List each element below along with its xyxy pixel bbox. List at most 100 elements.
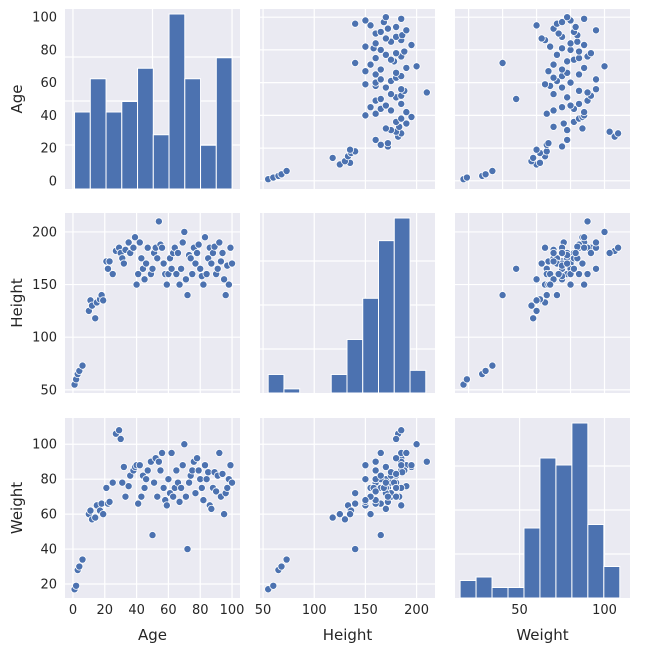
scatter-point (140, 275, 149, 284)
scatter-point (137, 254, 146, 263)
scatter-point (119, 462, 128, 471)
scatter-point (580, 280, 589, 289)
scatter-point (402, 26, 411, 35)
scatter-point (188, 270, 197, 279)
scatter-point (153, 254, 162, 263)
scatter-point (549, 257, 558, 266)
scatter-point (580, 63, 589, 72)
scatter-point (371, 70, 380, 79)
scatter-point (181, 275, 190, 284)
scatter-point (91, 314, 100, 323)
scatter-point (541, 80, 550, 89)
scatter-point (199, 280, 208, 289)
hist-bar-height (378, 240, 395, 394)
scatter-point (575, 54, 584, 63)
scatter-point (532, 275, 541, 284)
scatter-point (407, 113, 416, 122)
scatter-point (228, 259, 237, 268)
scatter-point (351, 545, 360, 554)
scatter-point (563, 126, 572, 135)
scatter-point (218, 469, 227, 478)
scatter-point (381, 50, 390, 59)
panel-height-vs-age (65, 213, 240, 393)
scatter-point (600, 62, 609, 71)
scatter-point (569, 264, 578, 273)
y-tick-label-height: 100 (32, 331, 57, 346)
scatter-point (72, 581, 81, 590)
hist-bar-weight (475, 576, 493, 599)
scatter-point (361, 461, 370, 470)
scatter-point (578, 259, 587, 268)
scatter-point (371, 487, 380, 496)
hist-bar-age (200, 144, 217, 190)
scatter-point (137, 492, 146, 501)
scatter-point (592, 238, 601, 247)
hist-bar-age (168, 13, 186, 190)
y-tick-label-age: 100 (32, 11, 57, 26)
scatter-point (392, 454, 401, 463)
panel-weight-vs-weight (455, 418, 630, 599)
hist-bar-height (330, 373, 348, 394)
scatter-point (571, 249, 580, 258)
scatter-point (549, 249, 558, 258)
scatter-point (573, 37, 582, 46)
scatter-point (498, 59, 507, 68)
x-tick-label-weight: 100 (592, 603, 617, 618)
scatter-point (422, 88, 431, 97)
scatter-point (78, 555, 87, 564)
hist-bar-age (74, 111, 91, 190)
x-tick-label-age: 40 (128, 603, 145, 618)
x-tick-label-age: 80 (192, 603, 209, 618)
y-tick-label-height: 150 (32, 278, 57, 293)
y-tick-label-weight: 60 (40, 508, 57, 523)
scatter-point (392, 434, 401, 443)
scatter-point (202, 270, 211, 279)
scatter-point (549, 60, 558, 69)
scatter-point (91, 513, 100, 522)
scatter-point (371, 39, 380, 48)
scatter-point (351, 19, 360, 28)
scatter-point (386, 90, 395, 99)
scatter-point (580, 108, 589, 117)
scatter-point (542, 147, 551, 156)
scatter-point (99, 510, 108, 519)
x-tick-label-age: 20 (96, 603, 113, 618)
scatter-point (558, 44, 567, 53)
scatter-point (158, 243, 167, 252)
scatter-point (223, 483, 232, 492)
scatter-point (381, 34, 390, 43)
scatter-point (614, 129, 623, 138)
scatter-point (578, 124, 587, 133)
scatter-point (392, 483, 401, 492)
scatter-point (575, 47, 584, 56)
x-axis-label-weight: Weight (516, 626, 568, 644)
hist-bar-age (184, 78, 202, 190)
scatter-point (346, 145, 355, 154)
scatter-point (153, 492, 162, 501)
hist-bar-age (121, 101, 139, 190)
scatter-point (566, 45, 575, 54)
scatter-point (105, 257, 114, 266)
scatter-point (397, 114, 406, 123)
scatter-point (108, 270, 117, 279)
scatter-point (148, 531, 157, 540)
scatter-point (529, 153, 538, 162)
scatter-point (407, 461, 416, 470)
scatter-point (361, 80, 370, 89)
scatter-point (546, 280, 555, 289)
scatter-point (361, 42, 370, 51)
scatter-point (142, 475, 151, 484)
y-axis-label-height: Height (8, 278, 26, 328)
scatter-point (328, 153, 337, 162)
hist-bar-age (215, 57, 233, 190)
scatter-point (158, 448, 167, 457)
scatter-point (512, 95, 521, 104)
scatter-point (535, 158, 544, 167)
scatter-point (549, 73, 558, 82)
scatter-point (216, 257, 225, 266)
scatter-point (371, 109, 380, 118)
scatter-point (124, 238, 133, 247)
scatter-point (118, 478, 127, 487)
scatter-point (563, 259, 572, 268)
